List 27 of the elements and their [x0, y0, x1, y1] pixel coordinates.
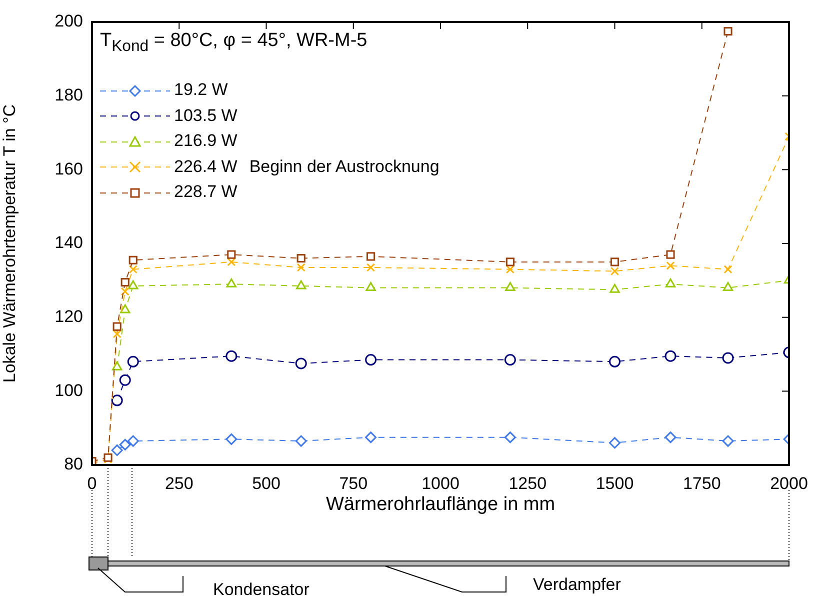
text: T$_{Kond}$ = 80°C, φ = 45°, WR-M-5 [100, 30, 368, 56]
annotation: Beginn der Austrocknung [249, 156, 440, 176]
y-tick-label: 120 [54, 307, 83, 326]
y-tick-label: 140 [54, 233, 83, 252]
y-tick-label: 80 [64, 454, 83, 474]
x-tick-label: 750 [339, 474, 368, 493]
x-tick-label: 2000 [770, 474, 808, 493]
legend-label: 216.9 W [174, 131, 238, 150]
y-tick-label: 160 [54, 159, 83, 178]
x-tick-label: 1500 [596, 474, 634, 493]
legend-label: 103.5 W [174, 106, 238, 124]
x-tick-label: 1250 [508, 474, 547, 493]
text: Verdampfer [533, 575, 621, 595]
x-tick-label: 500 [252, 474, 280, 493]
x-tick-label: 1000 [422, 474, 460, 493]
legend-label: 228.7 W [174, 182, 238, 201]
x-tick-label: 250 [164, 474, 194, 493]
text: Kondensator [213, 580, 310, 600]
y-axis-title: Lokale Wärmerohrtemperatur T in °C [0, 104, 19, 383]
y-tick-label: 100 [54, 380, 83, 400]
y-tick-label: 180 [54, 86, 83, 105]
legend-label: 19.2 W [174, 80, 228, 99]
y-tick-label: 200 [54, 12, 83, 31]
x-tick-label: 1750 [682, 474, 721, 493]
legend-label: 226.4 W [174, 156, 238, 176]
x-axis-title: Wärmerohrlauflänge in mm [326, 494, 556, 515]
x-tick-label: 0 [87, 474, 97, 493]
